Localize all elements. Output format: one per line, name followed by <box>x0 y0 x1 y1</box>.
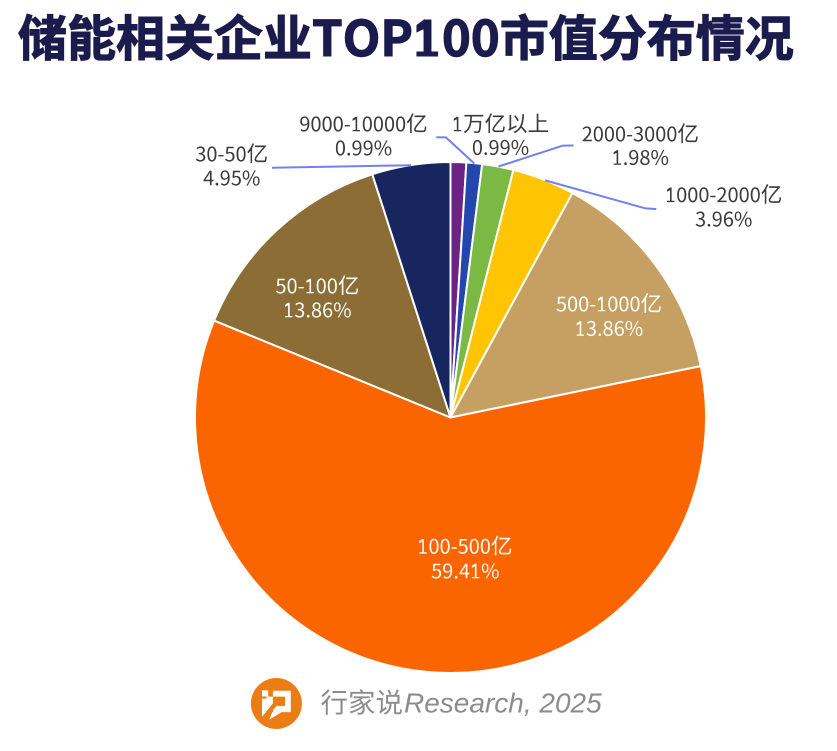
svg-text:Research, 2025: Research, 2025 <box>404 688 602 719</box>
